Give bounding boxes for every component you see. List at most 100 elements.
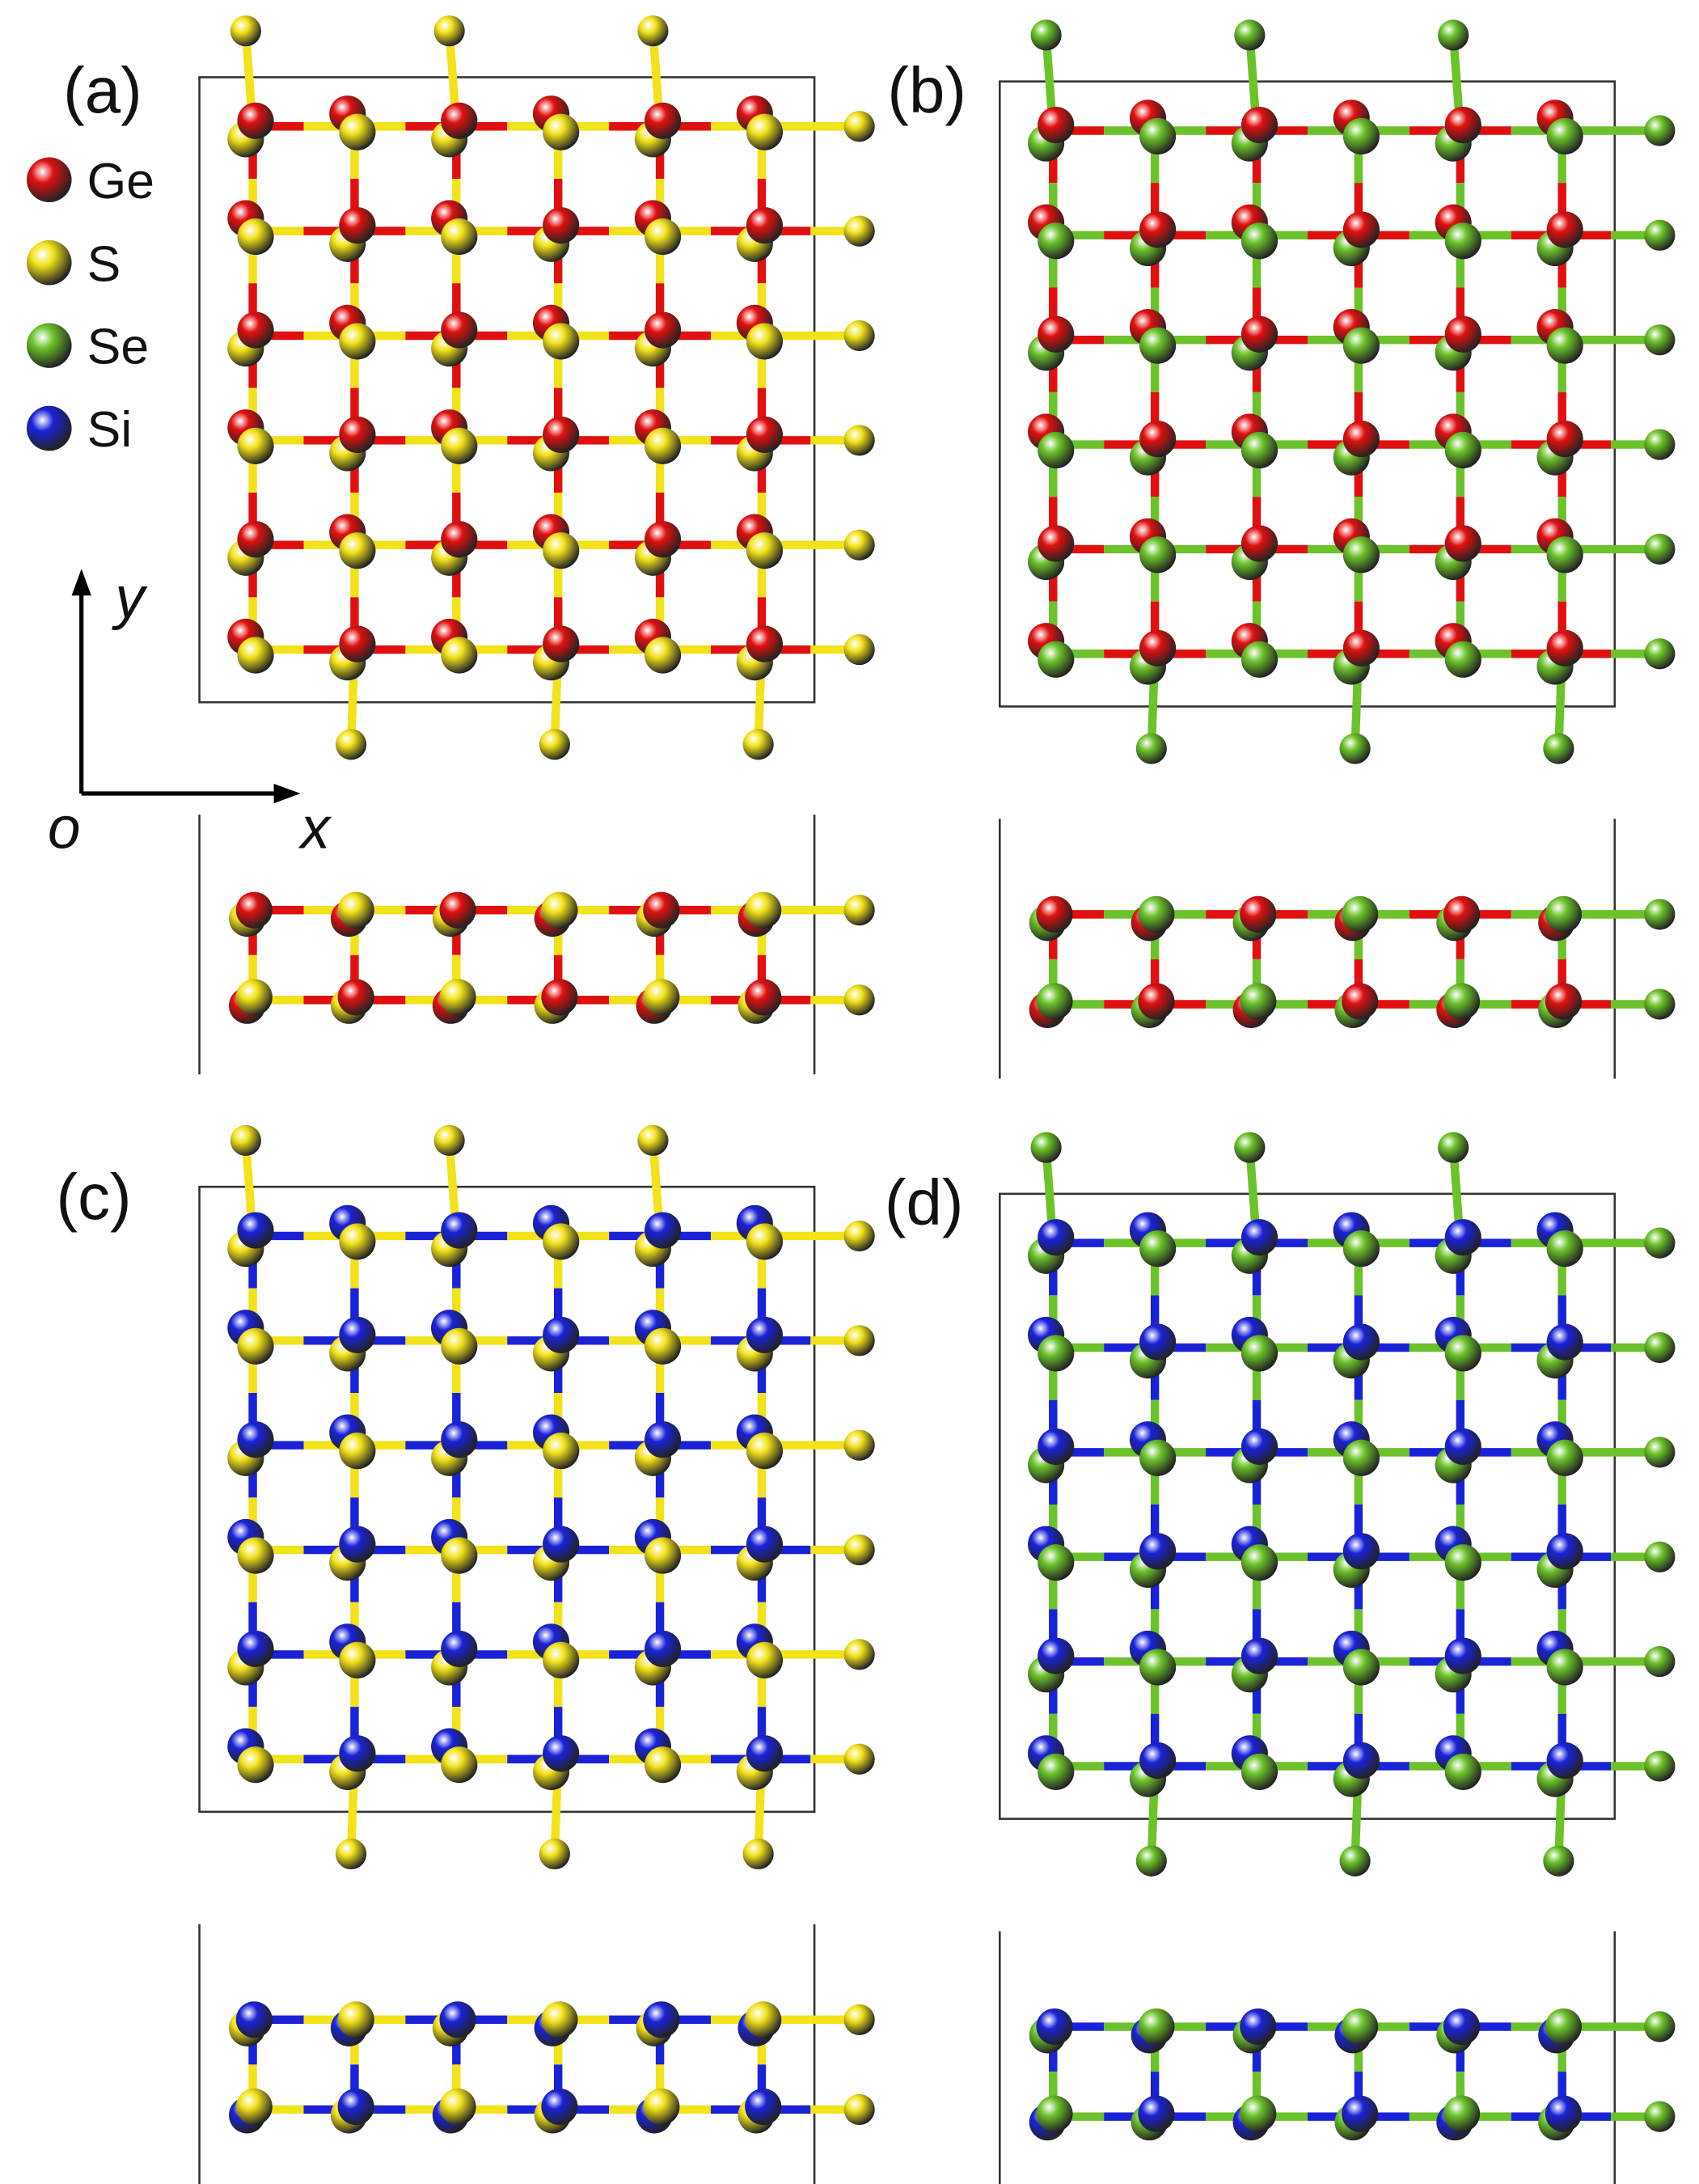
atom: [843, 895, 875, 926]
atom: [439, 2001, 476, 2038]
atom: [237, 521, 274, 558]
atom: [339, 1735, 376, 1772]
atom: [746, 416, 784, 453]
atom: [746, 625, 784, 662]
atom: [543, 1223, 580, 1260]
atom: [843, 425, 875, 456]
atom: [1546, 211, 1583, 248]
atom: [1644, 2101, 1676, 2132]
atom: [1438, 1132, 1469, 1163]
atom: [1545, 895, 1582, 933]
axis-arrows: [71, 569, 301, 804]
atom: [843, 1534, 875, 1566]
atom: [235, 2001, 273, 2038]
atom: [441, 1327, 478, 1365]
atom: [745, 2088, 782, 2126]
atom: [1444, 1637, 1481, 1674]
atom: [745, 2001, 782, 2038]
atom: [644, 521, 682, 558]
atom: [1444, 1753, 1481, 1790]
atom: [1644, 1227, 1676, 1259]
atom: [1139, 211, 1177, 248]
atom: [1644, 899, 1676, 930]
atom: [541, 891, 578, 929]
atom: [339, 207, 376, 244]
atom: [1545, 2095, 1582, 2132]
atom: [1234, 1132, 1266, 1163]
atom: [1036, 983, 1073, 1020]
atom: [742, 729, 774, 760]
atom: [237, 637, 274, 674]
atom: [843, 1325, 875, 1357]
atom: [543, 1641, 580, 1678]
atom: [1240, 983, 1277, 1020]
atom: [1644, 219, 1676, 251]
atom: [1038, 315, 1075, 353]
legend-ball: [27, 405, 72, 451]
atom: [1546, 1323, 1583, 1361]
atom: [339, 1641, 376, 1678]
atom: [1030, 1132, 1062, 1163]
atom: [237, 1537, 274, 1574]
atom: [441, 427, 478, 464]
atom: [1342, 211, 1380, 248]
structures: [198, 15, 1676, 2184]
atom: [1135, 733, 1167, 764]
atom: [539, 1838, 570, 1870]
atom: [1545, 983, 1582, 1020]
atom: [644, 1746, 682, 1784]
atom: [339, 625, 376, 662]
atom: [237, 1630, 274, 1668]
atom: [1139, 1230, 1177, 1268]
atom: [643, 979, 680, 1016]
atom: [441, 1746, 478, 1784]
atom: [433, 15, 465, 47]
legend-label: S: [87, 235, 121, 292]
x-axis-label: x: [298, 796, 332, 861]
atom: [1444, 431, 1481, 469]
atom: [644, 1630, 682, 1668]
atom: [1038, 1219, 1075, 1256]
legend-label: Si: [87, 401, 133, 458]
atom: [336, 1838, 367, 1870]
atom: [1342, 1439, 1380, 1476]
atom: [643, 2088, 680, 2126]
atom: [441, 637, 478, 674]
atom: [1546, 1533, 1583, 1570]
atom: [644, 637, 682, 674]
atom: [339, 416, 376, 453]
atom: [1139, 629, 1177, 667]
atom: [541, 979, 578, 1016]
atom: [1644, 988, 1676, 1020]
atom: [237, 1327, 274, 1365]
legend-label: Ge: [87, 153, 154, 210]
atom: [230, 1124, 261, 1157]
atom: [1443, 895, 1481, 933]
atom: [1644, 1645, 1676, 1678]
atom: [746, 1433, 784, 1470]
atom: [235, 2088, 273, 2126]
atom: [843, 984, 875, 1016]
atom: [1036, 2095, 1073, 2132]
atom: [1138, 983, 1175, 1020]
atom: [843, 2093, 875, 2126]
atom: [441, 311, 478, 349]
atom: [1644, 533, 1676, 565]
atom: [1644, 2011, 1676, 2042]
atom: [439, 979, 476, 1016]
atom: [235, 979, 273, 1016]
atom: [339, 1316, 376, 1353]
atom: [1139, 1649, 1177, 1686]
atom: [843, 320, 875, 352]
atom: [433, 1124, 465, 1157]
atom: [1546, 1649, 1583, 1686]
atom: [543, 1526, 580, 1563]
atom: [1139, 1323, 1177, 1361]
atom: [1240, 1219, 1278, 1256]
atom: [439, 2088, 476, 2126]
atom: [237, 1212, 274, 1249]
atom: [339, 1223, 376, 1260]
atom: [644, 102, 682, 139]
atom: [539, 729, 570, 760]
atom: [1138, 2008, 1175, 2046]
